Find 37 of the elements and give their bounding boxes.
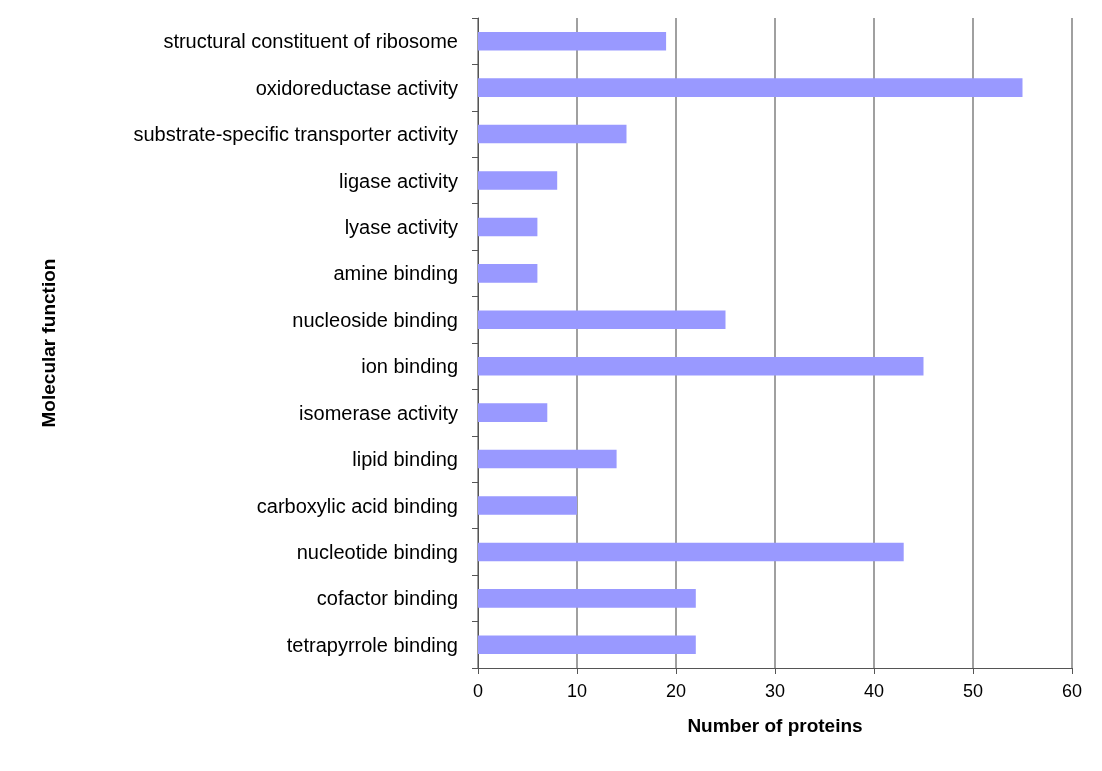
y-tick-label: structural constituent of ribosome: [163, 30, 458, 53]
y-tick-label: nucleotide binding: [296, 540, 458, 563]
bar: [478, 356, 924, 376]
x-tick-label: 40: [863, 681, 885, 701]
x-axis-title: Number of proteins: [687, 715, 863, 736]
x-tick-label: 10: [566, 681, 588, 701]
y-tick-label: oxidoreductase activity: [255, 76, 458, 99]
bar: [478, 635, 696, 655]
bar: [478, 589, 696, 608]
y-tick-label: nucleoside binding: [292, 308, 458, 331]
y-tick-label: lipid binding: [352, 448, 458, 471]
y-axis-title: Molecular function: [38, 258, 59, 428]
x-tick-label: 60: [1061, 681, 1083, 701]
x-tick-label: 30: [764, 681, 786, 701]
bar: [478, 264, 538, 283]
bar: [478, 449, 617, 469]
bar: [478, 310, 726, 330]
x-tick-label: 0: [472, 681, 484, 701]
y-tick-label: cofactor binding: [316, 587, 458, 610]
y-tick-label: amine binding: [333, 262, 458, 285]
bar: [478, 31, 667, 51]
y-tick-label: tetrapyrrole binding: [286, 633, 458, 656]
y-tick-label: substrate-specific transporter activity: [133, 123, 458, 146]
bar: [478, 78, 1023, 97]
bar: [478, 496, 577, 515]
y-tick-label: carboxylic acid binding: [256, 494, 458, 517]
x-tick-label: 50: [962, 681, 984, 701]
bar: [478, 171, 558, 190]
y-tick-label: lyase activity: [344, 215, 458, 238]
bar: [478, 542, 904, 562]
bar: [478, 124, 627, 144]
bar: [478, 217, 538, 237]
y-tick-label: isomerase activity: [299, 401, 458, 424]
y-tick-label: ion binding: [361, 355, 458, 378]
x-tick-label: 20: [665, 681, 687, 701]
y-tick-label: ligase activity: [339, 169, 458, 192]
bar: [478, 403, 548, 422]
